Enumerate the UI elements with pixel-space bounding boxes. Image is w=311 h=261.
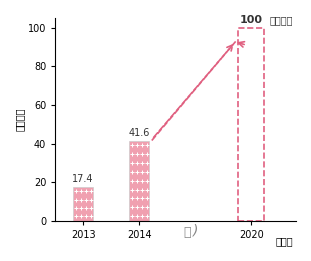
Text: （目標）: （目標）	[270, 15, 293, 25]
Text: 〃: 〃	[183, 226, 191, 239]
Y-axis label: （万人）: （万人）	[15, 108, 25, 131]
Bar	[239, 28, 264, 221]
Text: ): )	[193, 223, 198, 237]
Text: 100: 100	[240, 15, 263, 25]
Text: （年）: （年）	[276, 236, 293, 246]
Bar	[73, 187, 93, 221]
Text: 41.6: 41.6	[128, 128, 150, 138]
Bar	[129, 140, 149, 221]
Text: 17.4: 17.4	[72, 174, 94, 184]
